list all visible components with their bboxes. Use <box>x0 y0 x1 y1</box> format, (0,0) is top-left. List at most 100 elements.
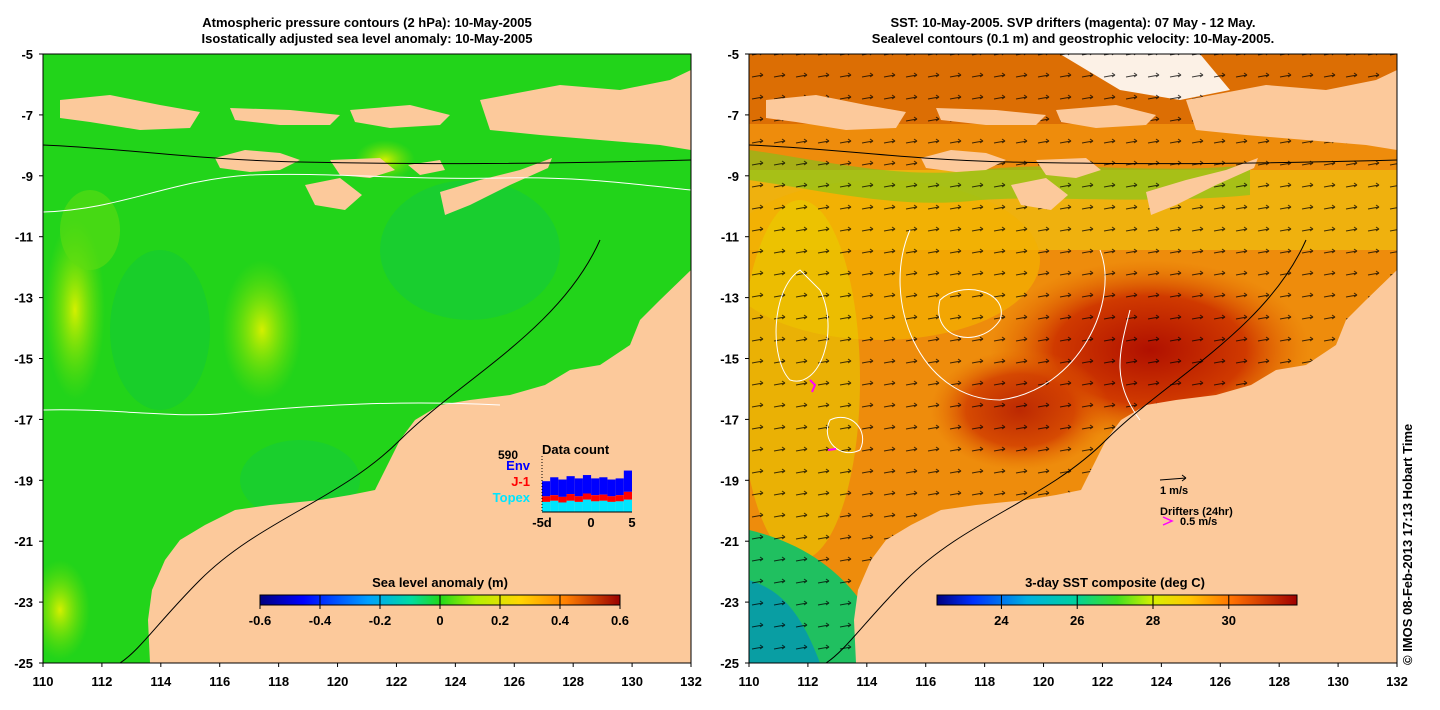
inset-bar-topex <box>558 502 567 512</box>
colorbar-tick-label: 0 <box>436 613 443 628</box>
y-tick-label: -25 <box>14 656 33 671</box>
inset-bar-env <box>550 477 559 496</box>
x-tick-label: 128 <box>1268 674 1290 689</box>
y-tick-label: -19 <box>720 473 739 488</box>
inset-bar-env <box>607 479 616 497</box>
x-tick-label: 132 <box>680 674 702 689</box>
left-x-axis: 110 112 114 116 118 120 122 124 126 128 130 132 <box>33 663 702 689</box>
drifter-track <box>809 379 817 393</box>
inset-bar-j1 <box>558 496 567 503</box>
y-tick-label: -15 <box>720 352 739 367</box>
inset-bar-topex <box>582 499 592 512</box>
x-tick-label: 114 <box>856 674 878 689</box>
inset-bar-env <box>615 478 624 496</box>
drifter-track <box>827 448 837 451</box>
right-x-axis: 110 112 114 116 118 120 122 124 126 128 130 132 <box>739 663 1408 689</box>
colorbar-tick-label: -0.6 <box>249 613 271 628</box>
x-tick-label: 124 <box>445 674 467 689</box>
inset-bar-topex <box>542 501 551 512</box>
copyright-notice: © IMOS 08-Feb-2013 17:13 Hobart Time <box>1400 423 1415 665</box>
inset-bar-topex <box>599 500 608 512</box>
right-title-line1: SST: 10-May-2005. SVP drifters (magenta)… <box>890 15 1256 30</box>
y-tick-label: -5 <box>21 47 33 62</box>
left-map-title: Atmospheric pressure contours (2 hPa): 1… <box>43 15 691 47</box>
inset-xtick-label: -5d <box>532 515 552 530</box>
inset-bar-topex <box>623 499 632 512</box>
inset-bar-topex <box>591 501 600 512</box>
x-tick-label: 120 <box>327 674 349 689</box>
inset-bar-j1 <box>582 493 592 500</box>
left-colorbar-title: Sea level anomaly (m) <box>372 575 508 590</box>
inset-bar-topex <box>615 501 624 512</box>
inset-bar-j1 <box>566 494 575 501</box>
inset-bar-env <box>591 478 600 496</box>
inset-xtick-label: 0 <box>587 515 594 530</box>
inset-bar-j1 <box>615 495 624 502</box>
y-tick-label: -11 <box>721 230 739 245</box>
y-tick-label: -7 <box>21 108 33 123</box>
x-tick-label: 110 <box>739 674 760 689</box>
x-tick-label: 126 <box>1209 674 1231 689</box>
x-tick-label: 130 <box>1327 674 1349 689</box>
y-tick-label: -15 <box>14 352 33 367</box>
x-tick-label: 122 <box>386 674 408 689</box>
colorbar-tick-label: 24 <box>994 613 1009 628</box>
x-tick-label: 130 <box>621 674 643 689</box>
y-tick-label: -25 <box>720 656 739 671</box>
inset-bar-j1 <box>623 491 632 500</box>
colorbar-tick-label: 28 <box>1146 613 1160 628</box>
inset-bar-env <box>582 475 592 494</box>
inset-bar-env <box>599 477 608 495</box>
x-tick-label: 122 <box>1092 674 1114 689</box>
y-tick-label: -5 <box>727 47 739 62</box>
inset-bar-j1 <box>550 495 559 501</box>
inset-bar-j1 <box>574 496 583 502</box>
inset-bar-j1 <box>591 495 600 502</box>
left-map <box>42 53 692 664</box>
drifter-legend: Drifters (24hr) 0.5 m/s <box>1160 506 1233 528</box>
x-tick-label: 126 <box>503 674 525 689</box>
inset-title: Data count <box>542 442 610 457</box>
left-colorbar: Sea level anomaly (m) -0.6 -0.4 -0.2 0 0.2 0.… <box>249 575 629 628</box>
x-tick-label: 112 <box>91 674 112 689</box>
drifter-legend-symbol <box>1162 516 1174 526</box>
inset-bar-topex <box>550 500 559 512</box>
colorbar-tick-label: 26 <box>1070 613 1084 628</box>
inset-bar-topex <box>607 501 616 512</box>
left-australia-land <box>148 270 691 663</box>
y-tick-label: -17 <box>14 412 33 427</box>
right-title-line2: Sealevel contours (0.1 m) and geostrophi… <box>871 31 1275 46</box>
left-title-line2: Isostatically adjusted sea level anomaly… <box>201 31 533 46</box>
inset-xtick-label: 5 <box>628 515 635 530</box>
colorbar-tick-label: 30 <box>1222 613 1236 628</box>
y-tick-label: -9 <box>21 169 33 184</box>
y-tick-label: -23 <box>14 595 33 610</box>
x-tick-label: 124 <box>1151 674 1173 689</box>
inset-legend-item: J-1 <box>511 474 530 489</box>
inset-bars <box>541 456 632 513</box>
x-tick-label: 116 <box>915 674 936 689</box>
inset-bar-j1 <box>607 496 616 502</box>
x-tick-label: 116 <box>209 674 230 689</box>
inset-xticks: -5d 0 5 <box>532 515 635 530</box>
right-colorbar: 3-day SST composite (deg C) 24 26 28 30 <box>936 575 1298 628</box>
inset-legend-item: Env <box>506 458 531 473</box>
inset-bar-env <box>623 470 632 492</box>
inset-bar-env <box>574 478 583 497</box>
y-tick-label: -21 <box>720 534 739 549</box>
x-tick-label: 112 <box>797 674 818 689</box>
x-tick-label: 118 <box>974 674 995 689</box>
colorbar-tick-label: 0.4 <box>551 613 570 628</box>
right-y-axis: -5 -7 -9 -11 -13 -15 -17 -19 -21 -23 -25 <box>720 47 749 671</box>
x-tick-label: 118 <box>268 674 289 689</box>
x-tick-label: 110 <box>33 674 54 689</box>
colorbar-tick-label: 0.2 <box>491 613 509 628</box>
x-tick-label: 132 <box>1386 674 1408 689</box>
velocity-legend-label: 1 m/s <box>1160 485 1188 497</box>
velocity-legend: 1 m/s <box>1159 474 1188 497</box>
inset-bar-env <box>542 481 551 497</box>
y-tick-label: -11 <box>15 230 33 245</box>
right-colorbar-title: 3-day SST composite (deg C) <box>1025 575 1205 590</box>
